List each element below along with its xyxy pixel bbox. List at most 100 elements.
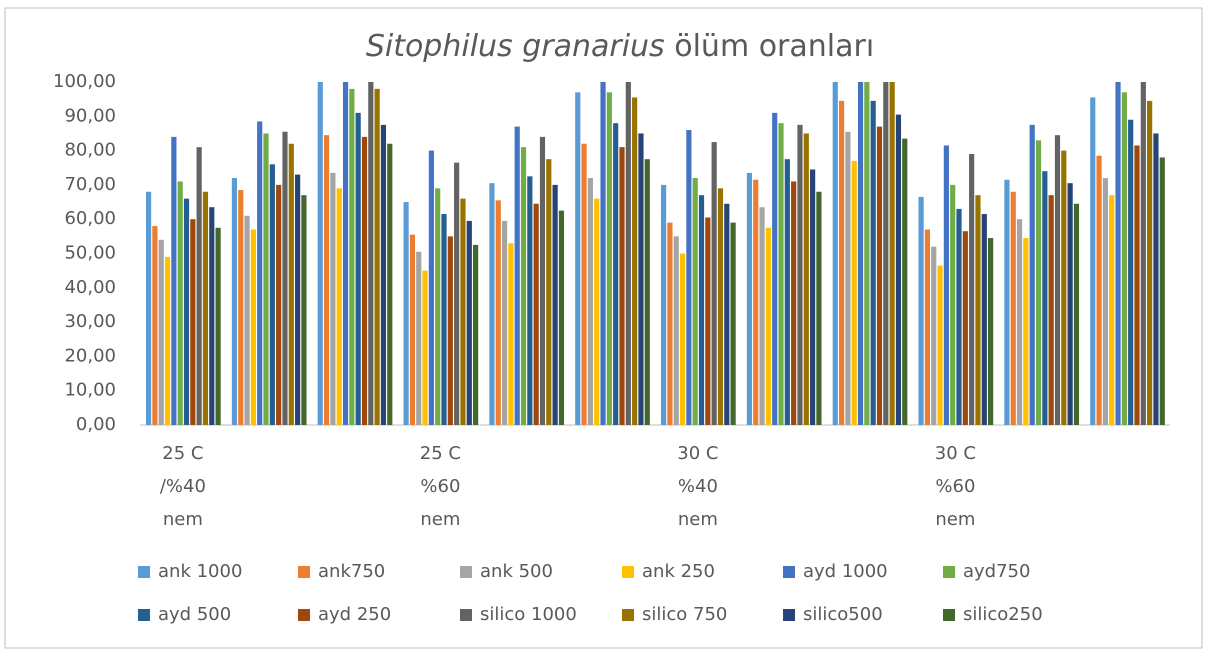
bar (1090, 97, 1096, 425)
bar (435, 188, 441, 425)
bar (1140, 82, 1146, 425)
bar (552, 184, 558, 425)
legend-label: ank 500 (480, 561, 553, 582)
bar (158, 239, 164, 425)
bar (692, 178, 698, 425)
bar (1134, 145, 1140, 425)
bar (1035, 140, 1042, 425)
bar (857, 82, 864, 425)
bar (520, 147, 527, 426)
bar (282, 131, 288, 426)
bar (851, 160, 857, 425)
bar (1023, 238, 1029, 425)
bar (409, 234, 416, 425)
y-tick-label: 60,00 (64, 208, 116, 229)
bar (876, 126, 883, 425)
bar (177, 181, 183, 425)
legend-swatch (298, 566, 310, 578)
bar (336, 188, 342, 425)
bar (422, 270, 428, 425)
bar (508, 243, 514, 425)
bar (301, 195, 307, 425)
legend-label: ank750 (318, 561, 385, 582)
legend-swatch (138, 566, 150, 578)
bar (460, 198, 466, 425)
bar (587, 178, 593, 425)
y-tick-label: 20,00 (64, 345, 116, 366)
x-tick-label: 30 C %40 nem (677, 443, 719, 530)
bar (231, 178, 238, 425)
bar (539, 136, 546, 425)
bar (489, 183, 495, 425)
bar (196, 147, 202, 426)
bar (546, 159, 552, 426)
bar (527, 176, 533, 425)
bar (864, 82, 870, 425)
bar (606, 92, 612, 425)
y-tick-label: 100,00 (53, 71, 116, 92)
bar (667, 222, 673, 425)
bar (772, 112, 778, 426)
bar (759, 207, 765, 425)
bar (342, 82, 349, 425)
bar (1054, 135, 1061, 426)
bar (257, 121, 263, 425)
bar (937, 265, 943, 425)
y-tick-label: 70,00 (64, 174, 116, 195)
bar (838, 100, 845, 426)
bar (361, 136, 368, 425)
bar (661, 184, 667, 425)
y-tick-label: 10,00 (64, 380, 116, 401)
bar (288, 143, 294, 426)
bar (632, 97, 638, 425)
bar (924, 229, 931, 425)
bar (1048, 195, 1054, 425)
y-tick-label: 80,00 (64, 140, 116, 161)
chart-title: Sitophilus granarius ölüm oranları (366, 29, 874, 64)
bar (1073, 203, 1080, 425)
bar (202, 191, 209, 425)
bar (276, 184, 282, 425)
bar (349, 88, 355, 426)
bar (870, 100, 876, 426)
bar (171, 136, 177, 425)
y-tick-label: 50,00 (64, 243, 116, 264)
legend-label: ayd 250 (318, 604, 391, 625)
bar (209, 207, 215, 425)
bar (1042, 171, 1048, 425)
bar (1010, 191, 1016, 425)
bar (238, 190, 244, 425)
x-tick-label: 25 C %60 nem (419, 443, 461, 530)
bar (895, 114, 902, 426)
bar (679, 253, 686, 425)
bar (810, 169, 816, 425)
bar (403, 202, 409, 425)
bar (355, 112, 361, 426)
legend-label: ank 1000 (158, 561, 242, 582)
y-tick-label: 40,00 (64, 277, 116, 298)
bar (1061, 150, 1067, 425)
bar (1147, 100, 1153, 426)
bar (533, 203, 539, 425)
legend-swatch (460, 566, 472, 578)
legend-swatch (783, 609, 795, 621)
bar (380, 124, 387, 425)
bar (250, 229, 256, 425)
bar (883, 82, 889, 425)
bar (943, 145, 949, 425)
bar (613, 123, 619, 425)
bar (164, 256, 171, 425)
bar (1153, 133, 1159, 425)
bar (717, 188, 724, 425)
bar (784, 159, 790, 426)
bar (152, 226, 158, 425)
bar (981, 214, 987, 425)
legend-swatch (460, 609, 472, 621)
bar (501, 220, 508, 425)
bar (387, 143, 393, 426)
y-tick-label: 90,00 (64, 105, 116, 126)
bar (594, 198, 600, 425)
bar (931, 246, 937, 425)
bar (730, 222, 736, 425)
